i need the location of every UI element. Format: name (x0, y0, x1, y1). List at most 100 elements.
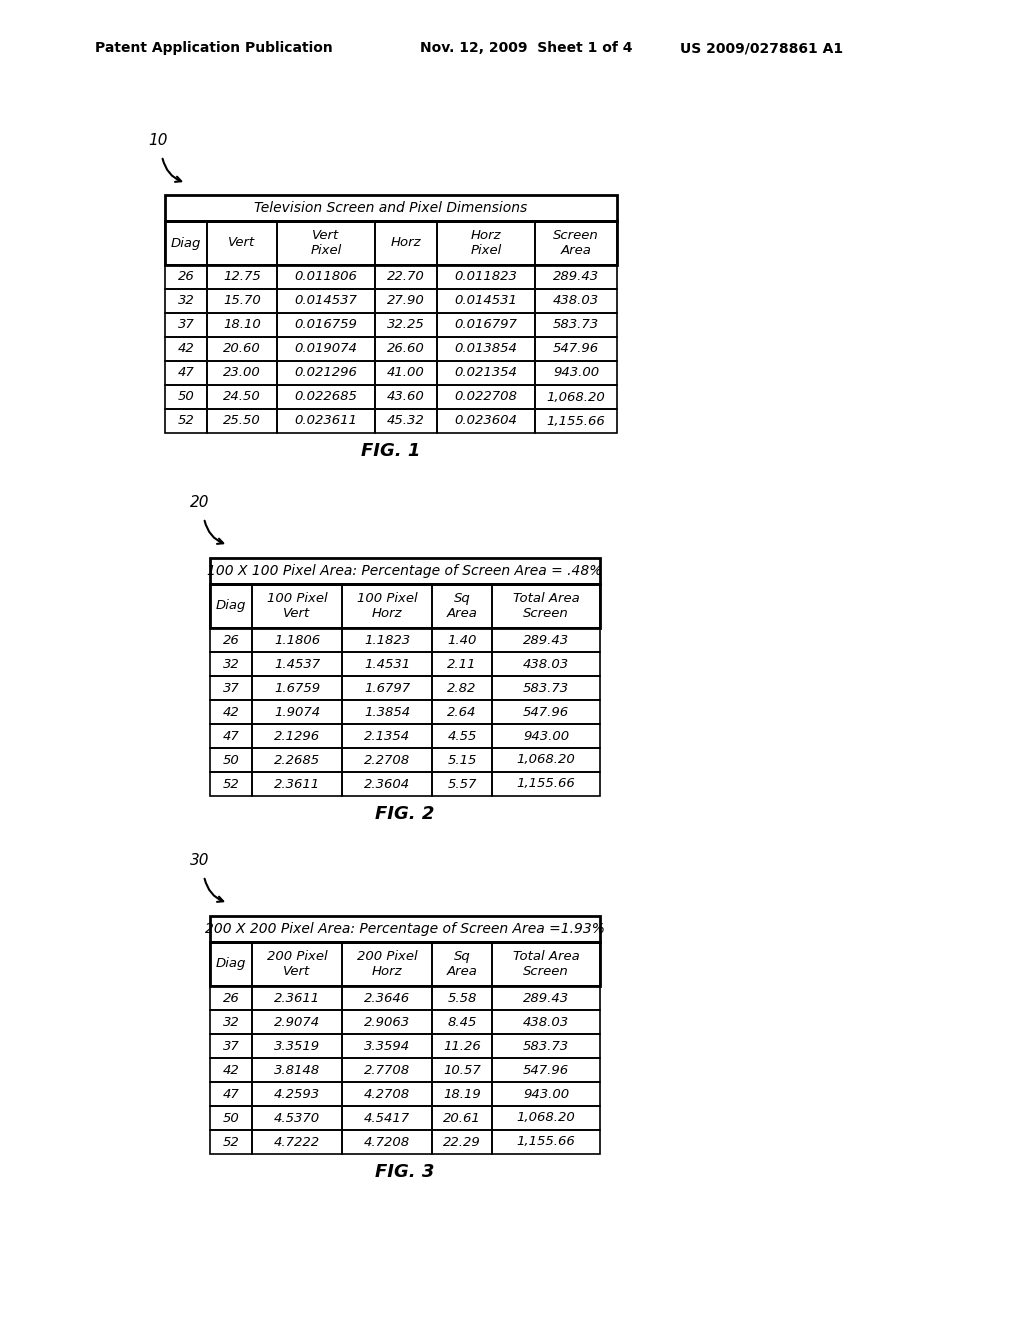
Bar (252, 1010, 342, 1034)
Bar (210, 652, 252, 676)
Bar (210, 986, 252, 1010)
Bar (210, 942, 252, 986)
Bar (252, 1106, 342, 1130)
Text: 1.4537: 1.4537 (274, 657, 321, 671)
Bar (207, 265, 278, 289)
Bar (210, 1130, 252, 1154)
Text: 289.43: 289.43 (553, 271, 599, 284)
Bar (492, 1059, 600, 1082)
Text: 25.50: 25.50 (223, 414, 261, 428)
Bar (492, 942, 600, 986)
Text: 438.03: 438.03 (523, 1015, 569, 1028)
Bar (492, 1106, 600, 1130)
Text: 2.11: 2.11 (447, 657, 477, 671)
Bar (252, 1059, 342, 1082)
Text: 3.3594: 3.3594 (364, 1040, 410, 1052)
Text: 20.60: 20.60 (223, 342, 261, 355)
Bar (375, 337, 437, 360)
Text: 0.016797: 0.016797 (455, 318, 517, 331)
Text: 4.2708: 4.2708 (364, 1088, 410, 1101)
Text: 12.75: 12.75 (223, 271, 261, 284)
Text: 583.73: 583.73 (523, 681, 569, 694)
Text: 1.6797: 1.6797 (364, 681, 410, 694)
Bar (342, 676, 432, 700)
Bar (342, 1034, 432, 1059)
Bar (207, 360, 278, 385)
Bar (432, 1059, 492, 1082)
Bar (432, 628, 492, 652)
Bar (492, 676, 600, 700)
Bar (342, 1059, 432, 1082)
Text: 547.96: 547.96 (523, 1064, 569, 1077)
Text: Screen
Area: Screen Area (553, 228, 599, 257)
Bar (437, 265, 535, 289)
Text: 100 Pixel
Vert: 100 Pixel Vert (266, 591, 328, 620)
Text: 5.58: 5.58 (447, 991, 477, 1005)
Bar (432, 676, 492, 700)
Text: 289.43: 289.43 (523, 991, 569, 1005)
Text: 20.61: 20.61 (443, 1111, 481, 1125)
Text: 0.014537: 0.014537 (295, 294, 357, 308)
Bar (210, 1059, 252, 1082)
Text: 26: 26 (177, 271, 195, 284)
Text: 2.64: 2.64 (447, 705, 477, 718)
Text: 2.2685: 2.2685 (274, 754, 321, 767)
Bar (342, 942, 432, 986)
Text: 1,155.66: 1,155.66 (547, 414, 605, 428)
Bar (207, 409, 278, 433)
Text: 41.00: 41.00 (387, 367, 425, 380)
Bar (342, 723, 432, 748)
Text: 47: 47 (222, 1088, 240, 1101)
Text: 11.26: 11.26 (443, 1040, 481, 1052)
Text: 1.9074: 1.9074 (274, 705, 321, 718)
Bar (432, 723, 492, 748)
Text: 1,068.20: 1,068.20 (547, 391, 605, 404)
Text: Sq
Area: Sq Area (446, 950, 477, 978)
Text: 47: 47 (222, 730, 240, 742)
Bar (165, 360, 207, 385)
Bar (252, 986, 342, 1010)
Text: 42: 42 (177, 342, 195, 355)
Bar (165, 195, 617, 220)
Bar (375, 220, 437, 265)
Text: 0.011806: 0.011806 (295, 271, 357, 284)
Text: 2.3611: 2.3611 (274, 777, 321, 791)
Text: 2.9063: 2.9063 (364, 1015, 410, 1028)
Bar (207, 289, 278, 313)
Bar (342, 986, 432, 1010)
Bar (165, 337, 207, 360)
Bar (207, 385, 278, 409)
Bar (432, 583, 492, 628)
Text: 438.03: 438.03 (523, 657, 569, 671)
Text: 2.3611: 2.3611 (274, 991, 321, 1005)
Text: 0.023611: 0.023611 (295, 414, 357, 428)
Text: Vert: Vert (228, 236, 256, 249)
Text: Diag: Diag (216, 957, 246, 970)
Bar (210, 1106, 252, 1130)
Text: 4.5417: 4.5417 (364, 1111, 410, 1125)
Text: Horz: Horz (391, 236, 421, 249)
Bar (432, 772, 492, 796)
Bar (432, 1130, 492, 1154)
Text: 2.1354: 2.1354 (364, 730, 410, 742)
Bar (535, 289, 617, 313)
Text: 32: 32 (222, 657, 240, 671)
Text: 1.3854: 1.3854 (364, 705, 410, 718)
Text: 1.4531: 1.4531 (364, 657, 410, 671)
Text: 5.57: 5.57 (447, 777, 477, 791)
Text: FIG. 1: FIG. 1 (361, 442, 421, 459)
Bar (535, 265, 617, 289)
Bar (492, 748, 600, 772)
Text: 10: 10 (148, 133, 168, 148)
Bar (210, 1082, 252, 1106)
Text: Sq
Area: Sq Area (446, 591, 477, 620)
Bar (210, 1010, 252, 1034)
Bar (165, 220, 617, 265)
Text: 289.43: 289.43 (523, 634, 569, 647)
Bar (278, 289, 375, 313)
Text: 32: 32 (177, 294, 195, 308)
Text: 22.29: 22.29 (443, 1135, 481, 1148)
Text: 32.25: 32.25 (387, 318, 425, 331)
Text: 2.2708: 2.2708 (364, 754, 410, 767)
Text: 1.6759: 1.6759 (274, 681, 321, 694)
